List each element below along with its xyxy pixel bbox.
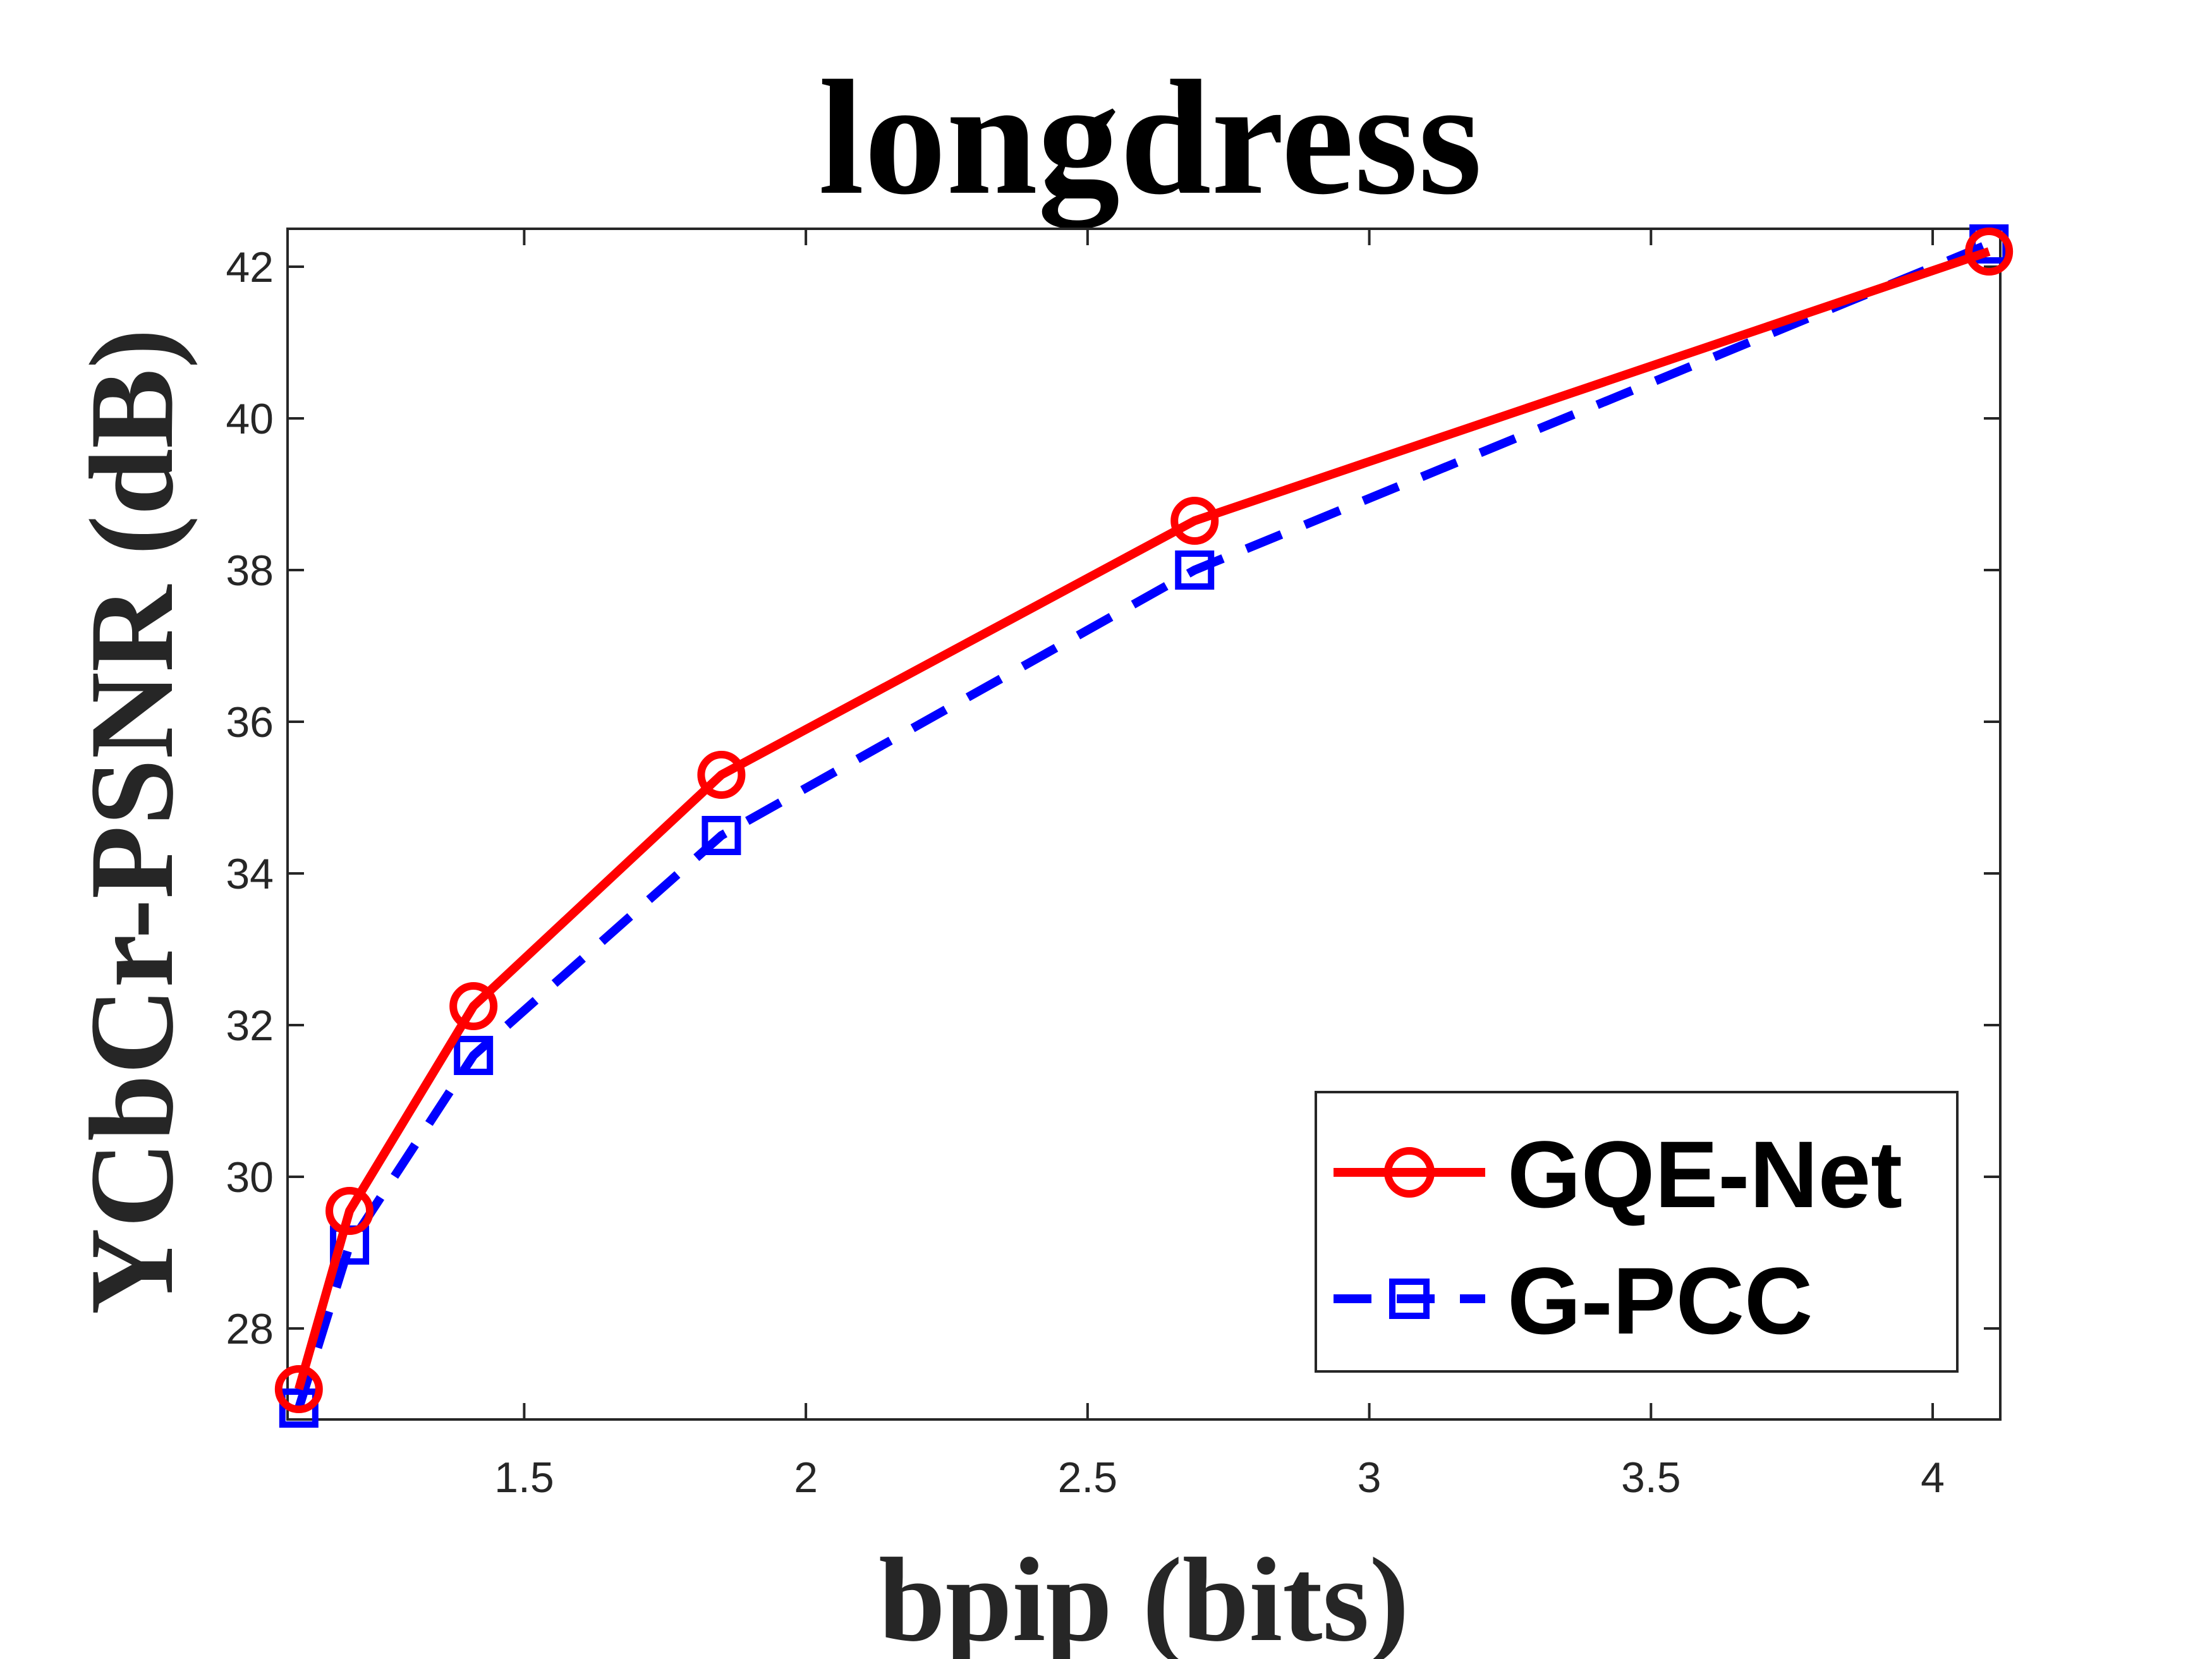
y-tick-label: 28 — [226, 1305, 274, 1353]
y-axis-title: YCbCr-PSNR (dB) — [66, 329, 198, 1315]
x-tick-label: 3 — [1358, 1454, 1382, 1502]
x-tick-label: 2.5 — [1058, 1454, 1118, 1502]
x-axis-ticks: 1.5 2 2.5 3 3.5 4 — [494, 229, 1945, 1502]
y-tick-label: 36 — [226, 698, 274, 746]
data-point-g-pcc — [279, 1389, 319, 1428]
y-tick-label: 42 — [226, 243, 274, 291]
legend-marker-gqe-net — [1384, 1147, 1435, 1198]
series-line-gqe-net — [295, 247, 1991, 1390]
data-point-gqe-net — [449, 982, 498, 1030]
data-point-gqe-net — [1170, 497, 1219, 545]
legend: GQE-Net G-PCC — [1315, 1091, 1959, 1373]
legend-marker-g-pcc — [1389, 1279, 1430, 1319]
legend-label-g-pcc: G-PCC — [1507, 1248, 1813, 1354]
chart-title: longdress — [818, 47, 1482, 231]
x-axis-title: bpip (bits) — [878, 1534, 1409, 1659]
y-tick-label: 40 — [226, 395, 274, 443]
data-point-gqe-net — [325, 1187, 374, 1235]
x-tick-label: 1.5 — [494, 1454, 554, 1502]
y-tick-label: 34 — [226, 850, 274, 898]
series-layer — [274, 224, 2014, 1428]
y-tick-label: 32 — [226, 1002, 274, 1050]
data-point-gqe-net — [274, 1365, 323, 1413]
data-point-g-pcc — [702, 816, 741, 855]
x-tick-label: 3.5 — [1621, 1454, 1681, 1502]
x-tick-label: 4 — [1921, 1454, 1945, 1502]
data-point-gqe-net — [1965, 228, 2014, 276]
y-tick-label: 38 — [226, 547, 274, 595]
y-tick-label: 30 — [226, 1153, 274, 1201]
data-point-gqe-net — [697, 751, 746, 799]
x-tick-label: 2 — [794, 1454, 818, 1502]
legend-box — [1315, 1091, 1959, 1373]
y-axis-ticks: 28 30 32 34 36 38 40 42 — [226, 243, 2000, 1353]
data-point-g-pcc — [454, 1036, 494, 1075]
data-point-g-pcc — [1175, 550, 1215, 590]
series-line-g-pcc — [295, 240, 1991, 1410]
legend-label-gqe-net: GQE-Net — [1507, 1121, 1902, 1227]
